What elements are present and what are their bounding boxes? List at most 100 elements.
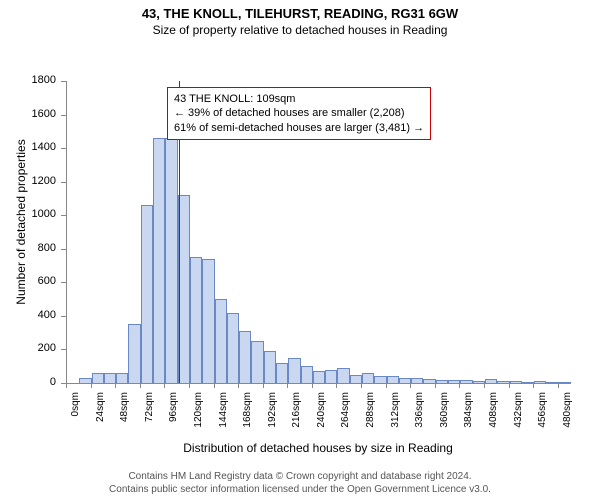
annotation-line: ← 39% of detached houses are smaller (2,… [174,106,424,120]
x-tick [140,383,141,388]
histogram-bar [116,373,128,383]
histogram-bar [92,373,104,383]
x-tick [115,383,116,388]
x-tick [312,383,313,388]
x-tick [214,383,215,388]
y-tick-label: 1600 [0,108,56,120]
histogram-bar [485,379,497,383]
x-tick-label: 24sqm [95,392,106,442]
y-axis-label: Number of detached properties [14,122,28,322]
x-tick-label: 192sqm [267,392,278,442]
x-tick [91,383,92,388]
histogram-bar [288,358,300,383]
x-tick-label: 408sqm [488,392,499,442]
histogram-bar [325,370,337,383]
x-tick-label: 480sqm [562,392,573,442]
y-tick [61,81,66,82]
histogram-bar [227,313,239,383]
histogram-bar [337,368,349,383]
x-tick [336,383,337,388]
histogram-bar [153,138,165,383]
x-tick-label: 336sqm [414,392,425,442]
histogram-bar [202,259,214,383]
annotation-line: 61% of semi-detached houses are larger (… [174,121,424,135]
x-tick [263,383,264,388]
y-tick [61,249,66,250]
y-tick-label: 800 [0,242,56,254]
x-tick [287,383,288,388]
y-tick [61,349,66,350]
x-tick [386,383,387,388]
histogram-bar [510,381,522,383]
histogram-bar [251,341,263,383]
histogram-bar [190,257,202,383]
y-tick [61,115,66,116]
y-tick-label: 1800 [0,74,56,86]
chart-area: 43 THE KNOLL: 109sqm← 39% of detached ho… [0,37,600,463]
x-tick-label: 384sqm [463,392,474,442]
histogram-bar [301,366,313,383]
histogram-bar [374,376,386,383]
x-tick-label: 432sqm [513,392,524,442]
y-tick-label: 400 [0,309,56,321]
x-tick [435,383,436,388]
x-tick [558,383,559,388]
x-tick-label: 120sqm [193,392,204,442]
histogram-bar [141,205,153,383]
y-tick [61,182,66,183]
histogram-bar [350,375,362,383]
x-axis-label: Distribution of detached houses by size … [66,441,570,455]
y-tick [61,316,66,317]
x-tick-label: 48sqm [119,392,130,442]
y-tick [61,215,66,216]
histogram-bar [239,331,251,383]
histogram-bar [276,363,288,383]
x-tick [164,383,165,388]
x-tick-label: 0sqm [70,392,81,442]
histogram-bar [436,380,448,383]
x-tick [484,383,485,388]
y-tick-label: 600 [0,275,56,287]
chart-subtitle: Size of property relative to detached ho… [0,23,600,37]
x-tick-label: 312sqm [390,392,401,442]
x-tick [410,383,411,388]
histogram-bar [128,324,140,383]
x-tick-label: 72sqm [144,392,155,442]
annotation-line: 43 THE KNOLL: 109sqm [174,92,424,106]
histogram-bar [215,299,227,383]
histogram-bar [165,138,177,383]
plot-area: 43 THE KNOLL: 109sqm← 39% of detached ho… [66,81,571,384]
y-tick [61,282,66,283]
histogram-bar [313,371,325,383]
x-tick-label: 96sqm [168,392,179,442]
x-tick-label: 144sqm [218,392,229,442]
histogram-bar [362,373,374,383]
x-tick-label: 240sqm [316,392,327,442]
y-tick-label: 0 [0,376,56,388]
footer: Contains HM Land Registry data © Crown c… [0,470,600,496]
histogram-bar [559,382,571,383]
histogram-bar [534,381,546,383]
x-tick-label: 168sqm [242,392,253,442]
x-tick-label: 264sqm [340,392,351,442]
histogram-bar [460,380,472,383]
chart-title: 43, THE KNOLL, TILEHURST, READING, RG31 … [0,6,600,21]
x-tick [189,383,190,388]
footer-line-2: Contains public sector information licen… [0,483,600,496]
x-tick-label: 288sqm [365,392,376,442]
x-tick [238,383,239,388]
y-tick [61,148,66,149]
x-tick [533,383,534,388]
x-tick [66,383,67,388]
x-tick [509,383,510,388]
x-tick-label: 216sqm [291,392,302,442]
histogram-bar [264,351,276,383]
y-tick-label: 1000 [0,208,56,220]
histogram-bar [104,373,116,383]
x-tick [361,383,362,388]
histogram-bar [411,378,423,383]
annotation-box: 43 THE KNOLL: 109sqm← 39% of detached ho… [167,87,431,140]
histogram-bar [387,376,399,383]
y-tick-label: 1400 [0,141,56,153]
footer-line-1: Contains HM Land Registry data © Crown c… [0,470,600,483]
